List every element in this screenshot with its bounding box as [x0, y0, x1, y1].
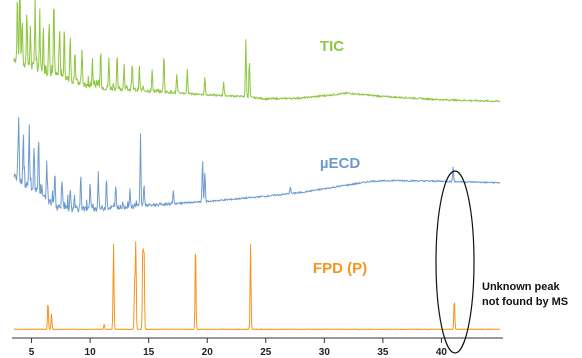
tic-label: TIC	[320, 38, 344, 55]
unknown-peak-ellipse	[435, 170, 475, 354]
x-tick-label: 20	[202, 347, 214, 358]
series-line-tic	[13, 0, 501, 103]
x-tick-label: 5	[29, 347, 35, 358]
series-line-ecd	[13, 117, 501, 214]
annotation-line-1: Unknown peak	[482, 281, 561, 293]
traces-layer	[13, 0, 501, 331]
x-tick-label: 40	[436, 347, 448, 358]
x-tick-label: 10	[85, 347, 97, 358]
annotation-line-2: not found by MS	[482, 296, 568, 308]
x-tick-label: 30	[319, 347, 331, 358]
ecd-label: µECD	[320, 155, 360, 172]
x-tick-label: 25	[260, 347, 272, 358]
x-tick-label: 35	[377, 347, 389, 358]
series-line-fpd	[13, 241, 501, 331]
x-axis-ticks: 5 10 15 20 25 30 35 40	[29, 338, 448, 358]
fpd-label: FPD (P)	[313, 260, 367, 277]
x-tick-label: 15	[143, 347, 155, 358]
